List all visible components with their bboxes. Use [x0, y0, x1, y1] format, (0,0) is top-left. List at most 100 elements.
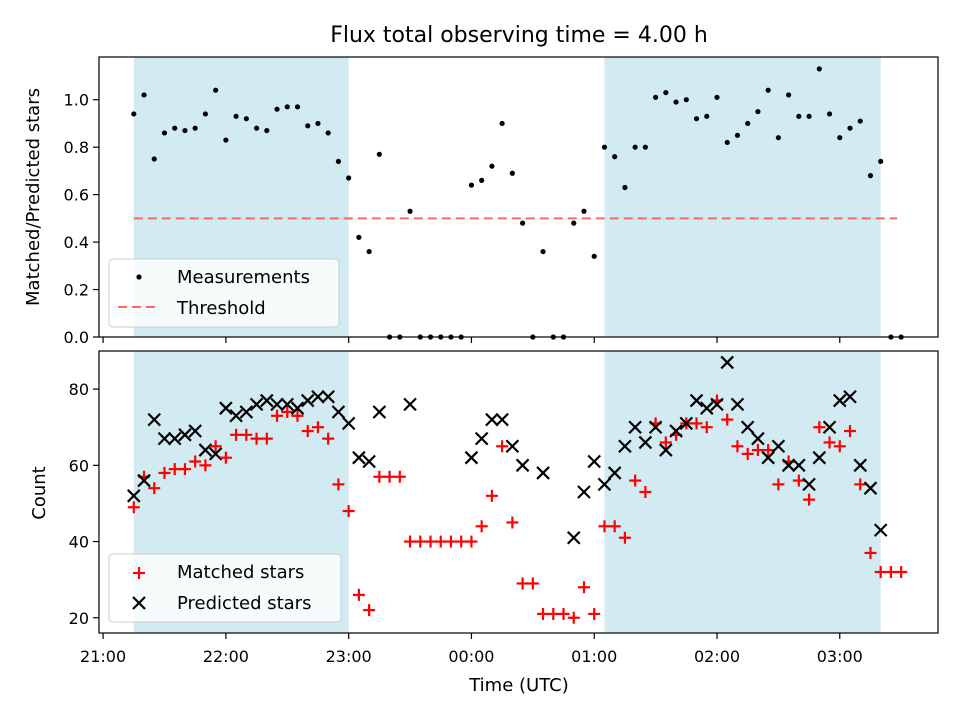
matched-star-point	[281, 405, 294, 418]
y-tick-label: 1.0	[64, 91, 89, 110]
predicted-star-point	[485, 412, 499, 427]
matched-star-point	[444, 535, 457, 548]
measurement-point	[775, 135, 781, 141]
predicted-star-point	[771, 439, 786, 454]
top-ylabel: Matched/Predicted stars	[23, 88, 44, 306]
predicted-star-point	[751, 431, 765, 446]
matched-star-point	[506, 516, 519, 529]
predicted-star-point	[689, 393, 704, 408]
predicted-star-point	[853, 458, 868, 473]
predicted-star-point	[505, 439, 520, 454]
measurement-point	[745, 120, 751, 127]
measurement-point	[264, 127, 270, 134]
matched-star-point	[178, 463, 191, 476]
measurement-point	[612, 154, 618, 160]
predicted-star-point	[219, 401, 233, 415]
predicted-star-point	[137, 473, 151, 488]
matched-star-point	[240, 428, 253, 441]
legend-predicted-marker	[132, 596, 146, 610]
matched-star-point	[874, 566, 887, 579]
predicted-star-point	[515, 458, 530, 473]
matched-star-point	[526, 577, 539, 590]
predicted-star-point	[321, 389, 335, 404]
predicted-star-point	[372, 405, 387, 419]
measurement-point	[161, 130, 168, 136]
legend-predicted-stars: Predicted stars	[177, 593, 311, 614]
measurement-point	[243, 116, 249, 122]
measurement-point	[407, 208, 413, 214]
predicted-star-point	[403, 397, 417, 412]
predicted-star-point	[300, 393, 315, 408]
matched-star-point	[291, 409, 304, 422]
measurement-point	[141, 92, 147, 98]
measurement-point	[663, 89, 669, 96]
measurement-point	[724, 139, 730, 146]
y-tick-label: 0.6	[64, 186, 89, 205]
legend-threshold: Threshold	[176, 298, 266, 319]
matched-star-point	[639, 486, 652, 498]
x-tick-label: 21:00	[80, 647, 126, 666]
matched-star-point	[762, 444, 775, 457]
predicted-star-point	[607, 466, 622, 480]
predicted-star-point	[628, 420, 642, 434]
measurement-point	[755, 108, 761, 115]
matched-star-point	[731, 440, 744, 453]
predicted-star-point	[341, 416, 356, 431]
matched-star-point	[219, 451, 232, 464]
matched-star-point	[322, 432, 335, 445]
matched-star-point	[496, 440, 509, 453]
measurement-point	[847, 125, 853, 131]
measurement-point	[826, 111, 833, 117]
matched-star-point	[884, 566, 897, 579]
matched-star-point	[854, 478, 867, 491]
predicted-star-point	[290, 401, 305, 415]
predicted-star-point	[792, 458, 806, 473]
predicted-star-point	[843, 389, 857, 404]
predicted-star-point	[822, 420, 837, 434]
matched-star-point	[148, 482, 161, 495]
matched-star-point	[352, 588, 365, 601]
matched-star-point	[833, 440, 846, 453]
predicted-star-point	[362, 454, 376, 469]
predicted-star-point	[157, 431, 172, 446]
matched-star-point	[577, 581, 590, 594]
top-panel: 0.0 0.2 0.4 0.6 0.8 1.0 Matched/Predicted sta…	[23, 56, 939, 347]
measurement-point	[284, 104, 290, 110]
measurement-point	[632, 144, 638, 150]
x-tick-label: 22:00	[203, 647, 249, 666]
predicted-star-point	[239, 405, 254, 419]
measurement-point	[366, 248, 372, 255]
y-tick-label: 0.2	[64, 281, 89, 300]
predicted-star-point	[280, 397, 295, 412]
predicted-star-point	[188, 424, 202, 438]
predicted-star-point	[229, 409, 243, 423]
matched-star-point	[230, 428, 243, 441]
matched-star-point	[209, 440, 222, 453]
measurement-point	[796, 113, 802, 119]
bottom-panel: 20 40 60 80 21:00 22:00 23:00 00:00 01:00 02:00 0…	[29, 350, 939, 696]
predicted-star-point	[761, 450, 775, 465]
y-tick-label: 0.8	[64, 138, 89, 157]
measurement-point	[786, 92, 792, 98]
measurement-point	[673, 99, 679, 105]
matched-star-point	[823, 436, 836, 449]
y-tick-label: 20	[69, 609, 89, 628]
x-tick-label: 00:00	[448, 647, 494, 666]
matched-star-point	[700, 421, 713, 434]
x-tick-label: 02:00	[694, 647, 740, 666]
matched-star-point	[803, 493, 816, 506]
matched-star-point	[772, 478, 785, 491]
measurement-point	[305, 123, 311, 129]
measurement-point	[683, 97, 689, 103]
predicted-star-point	[198, 443, 213, 457]
top-axes-frame	[98, 56, 939, 338]
matched-star-point	[455, 535, 468, 548]
measurement-point	[172, 125, 178, 131]
predicted-star-point	[147, 412, 162, 427]
predicted-star-point	[638, 435, 653, 450]
predicted-star-point	[781, 458, 796, 473]
matched-star-point	[363, 604, 376, 617]
matched-star-point	[373, 470, 386, 483]
matched-star-point	[158, 466, 171, 479]
predicted-star-point	[720, 355, 735, 370]
